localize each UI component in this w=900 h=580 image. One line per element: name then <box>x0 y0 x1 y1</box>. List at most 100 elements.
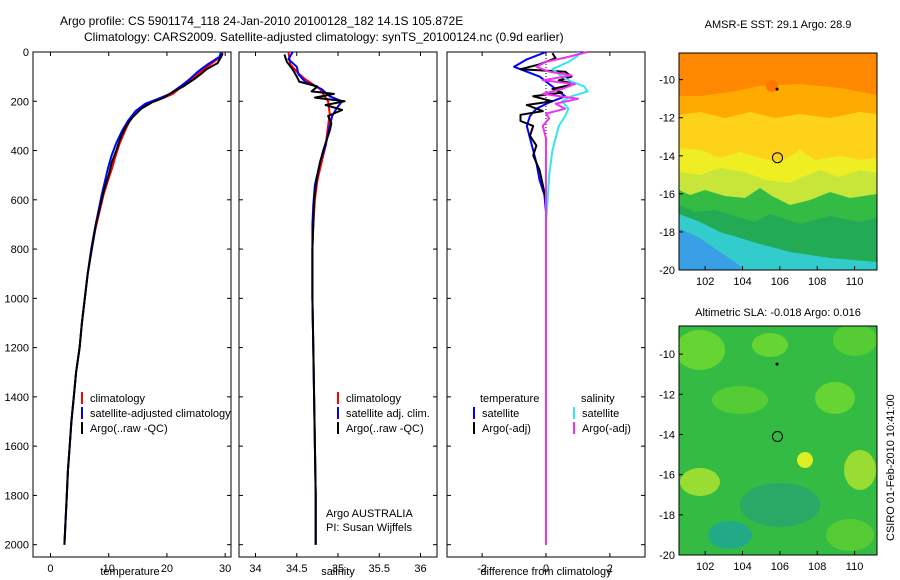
series-line-climatology <box>63 51 223 545</box>
y-tick-label: 2000 <box>5 540 29 552</box>
y-tick-label: 1800 <box>5 490 29 502</box>
sla-patch <box>752 333 788 357</box>
map-y-tick-label: -14 <box>659 429 675 441</box>
sla-patch <box>815 382 855 414</box>
sla-dark-patch <box>708 521 752 549</box>
argo-position-marker <box>771 152 783 164</box>
map-x-tick-label: 104 <box>733 276 751 288</box>
difference-lines <box>513 51 589 545</box>
sla-patch <box>679 330 725 370</box>
map-x-tick-label: 102 <box>696 276 714 288</box>
series-line-argo-raw-qc <box>63 52 224 545</box>
map-x-tick-label: 106 <box>771 561 789 573</box>
map-x-tick-label: 108 <box>808 276 826 288</box>
argo-position-marker <box>771 430 783 442</box>
x-tick-label: 36 <box>414 563 426 575</box>
x-tick-label: 34 <box>249 563 261 575</box>
salinity-lines <box>283 51 346 545</box>
sla-patch <box>680 468 720 496</box>
legend-label-climatology: climatology <box>90 393 146 405</box>
y-tick-label: 0 <box>23 47 29 59</box>
map-x-tick-label: 110 <box>846 561 864 573</box>
map-y-tick-label: -10 <box>659 75 675 87</box>
map-y-tick-label: -20 <box>659 265 675 277</box>
difference-xlabel: difference from climatology <box>480 566 612 578</box>
temperature-ticks: 0 10 20 30 0 200 400 600 800 1000 1200 1400 1600 1800… <box>5 47 232 575</box>
sst-heatmap-field <box>679 53 877 270</box>
sla-patch <box>833 326 877 356</box>
series-line-satellite-adjusted-climatology <box>63 51 223 545</box>
difference-panel: -2 0 2 difference from climatology tempera… <box>446 51 646 578</box>
sla-map-ticks: 102 104 106 108 110 -10 -12 -14 -16 -18 -20 <box>659 349 863 573</box>
sla-yellow-spot <box>797 452 813 468</box>
map-x-tick-label: 108 <box>808 561 826 573</box>
legend-label-temp-argo: Argo(-adj) <box>482 423 531 435</box>
series-line-temperature-satellite <box>513 51 567 545</box>
island-dot <box>775 362 779 366</box>
pi-annotation: PI: Susan Wijffels <box>326 522 412 534</box>
sst-map-frame <box>678 52 878 271</box>
legend-label-satellite: satellite-adjusted climatology <box>90 408 231 420</box>
sst-hot-band <box>679 53 877 96</box>
y-tick-label: 400 <box>11 146 29 158</box>
sla-heatmap-field <box>679 326 877 555</box>
sst-map-title: AMSR-E SST: 29.1 Argo: 28.9 <box>705 19 852 31</box>
series-line-argo-raw-qc <box>283 54 346 545</box>
map-y-tick-label: -14 <box>659 151 675 163</box>
sla-map-title: Altimetric SLA: -0.018 Argo: 0.016 <box>695 307 861 319</box>
temperature-axes-frame <box>32 51 232 558</box>
legend-label-argo: Argo(..raw -QC) <box>90 423 168 435</box>
temperature-lines <box>63 51 224 545</box>
csiro-credit: CSIRO 01-Feb-2010 10:41:00 <box>885 394 897 541</box>
map-y-tick-label: -20 <box>659 550 675 562</box>
temperature-xlabel: temperature <box>100 566 159 578</box>
map-y-tick-label: -18 <box>659 510 675 522</box>
sla-patch <box>826 519 874 551</box>
y-tick-label: 1200 <box>5 343 29 355</box>
map-x-tick-label: 104 <box>733 561 751 573</box>
x-tick-label: 0 <box>543 563 549 575</box>
sst-cyan-region <box>679 214 877 270</box>
island-dot <box>775 87 779 91</box>
sla-map: Altimetric SLA: -0.018 Argo: 0.016 102 10… <box>659 307 878 573</box>
difference-legend: temperature satellite Argo(-adj) salinit… <box>473 393 631 435</box>
x-tick-label: 20 <box>161 563 173 575</box>
legend-label-temp-satellite: satellite <box>482 408 519 420</box>
map-y-tick-label: -10 <box>659 349 675 361</box>
temperature-panel: 0 10 20 30 0 200 400 600 800 1000 1200 1400 1600 1800… <box>5 47 232 578</box>
series-line-temperature-argo-adj <box>519 52 576 545</box>
sst-blue-corner <box>679 228 745 270</box>
map-y-tick-label: -16 <box>659 470 675 482</box>
series-line-climatology <box>287 51 331 545</box>
legend-label-sal-argo: Argo(-adj) <box>582 423 631 435</box>
sst-map-ticks: 102 104 106 108 110 -10 -12 -14 -16 -18 -20 <box>659 75 863 288</box>
salinity-ticks: 34 34.5 35 35.5 36 <box>239 51 437 575</box>
difference-ticks: -2 0 2 <box>447 51 645 575</box>
legend-label-sal-satellite: satellite <box>582 408 619 420</box>
x-tick-label: -2 <box>477 563 487 575</box>
salinity-xlabel: salinity <box>321 566 355 578</box>
x-tick-label: 34.5 <box>286 563 307 575</box>
sla-dark-patch <box>740 483 820 527</box>
figure-title-line1: Argo profile: CS 5901174_118 24-Jan-2010… <box>60 14 463 28</box>
salinity-panel: 34 34.5 35 35.5 36 salinity climatology sate… <box>238 51 438 578</box>
map-x-tick-label: 102 <box>696 561 714 573</box>
y-tick-label: 200 <box>11 96 29 108</box>
legend-label-climatology: climatology <box>346 393 402 405</box>
map-y-tick-label: -18 <box>659 227 675 239</box>
sla-patch <box>712 386 768 414</box>
series-line-salinity-satellite <box>545 52 589 545</box>
y-tick-label: 1400 <box>5 392 29 404</box>
sla-patch <box>844 450 876 490</box>
sst-map: AMSR-E SST: 29.1 Argo: 28.9 102 104 106 108… <box>659 19 878 288</box>
map-x-tick-label: 110 <box>846 276 864 288</box>
y-tick-label: 1000 <box>5 293 29 305</box>
salinity-axes-frame <box>238 51 438 558</box>
legend-label-satellite: satellite adj. clim. <box>346 408 430 420</box>
x-tick-label: 35.5 <box>369 563 390 575</box>
x-tick-label: 10 <box>103 563 115 575</box>
argo-australia-annotation: Argo AUSTRALIA <box>326 508 413 520</box>
legend-label-argo: Argo(..raw -QC) <box>346 423 424 435</box>
y-tick-label: 1600 <box>5 441 29 453</box>
